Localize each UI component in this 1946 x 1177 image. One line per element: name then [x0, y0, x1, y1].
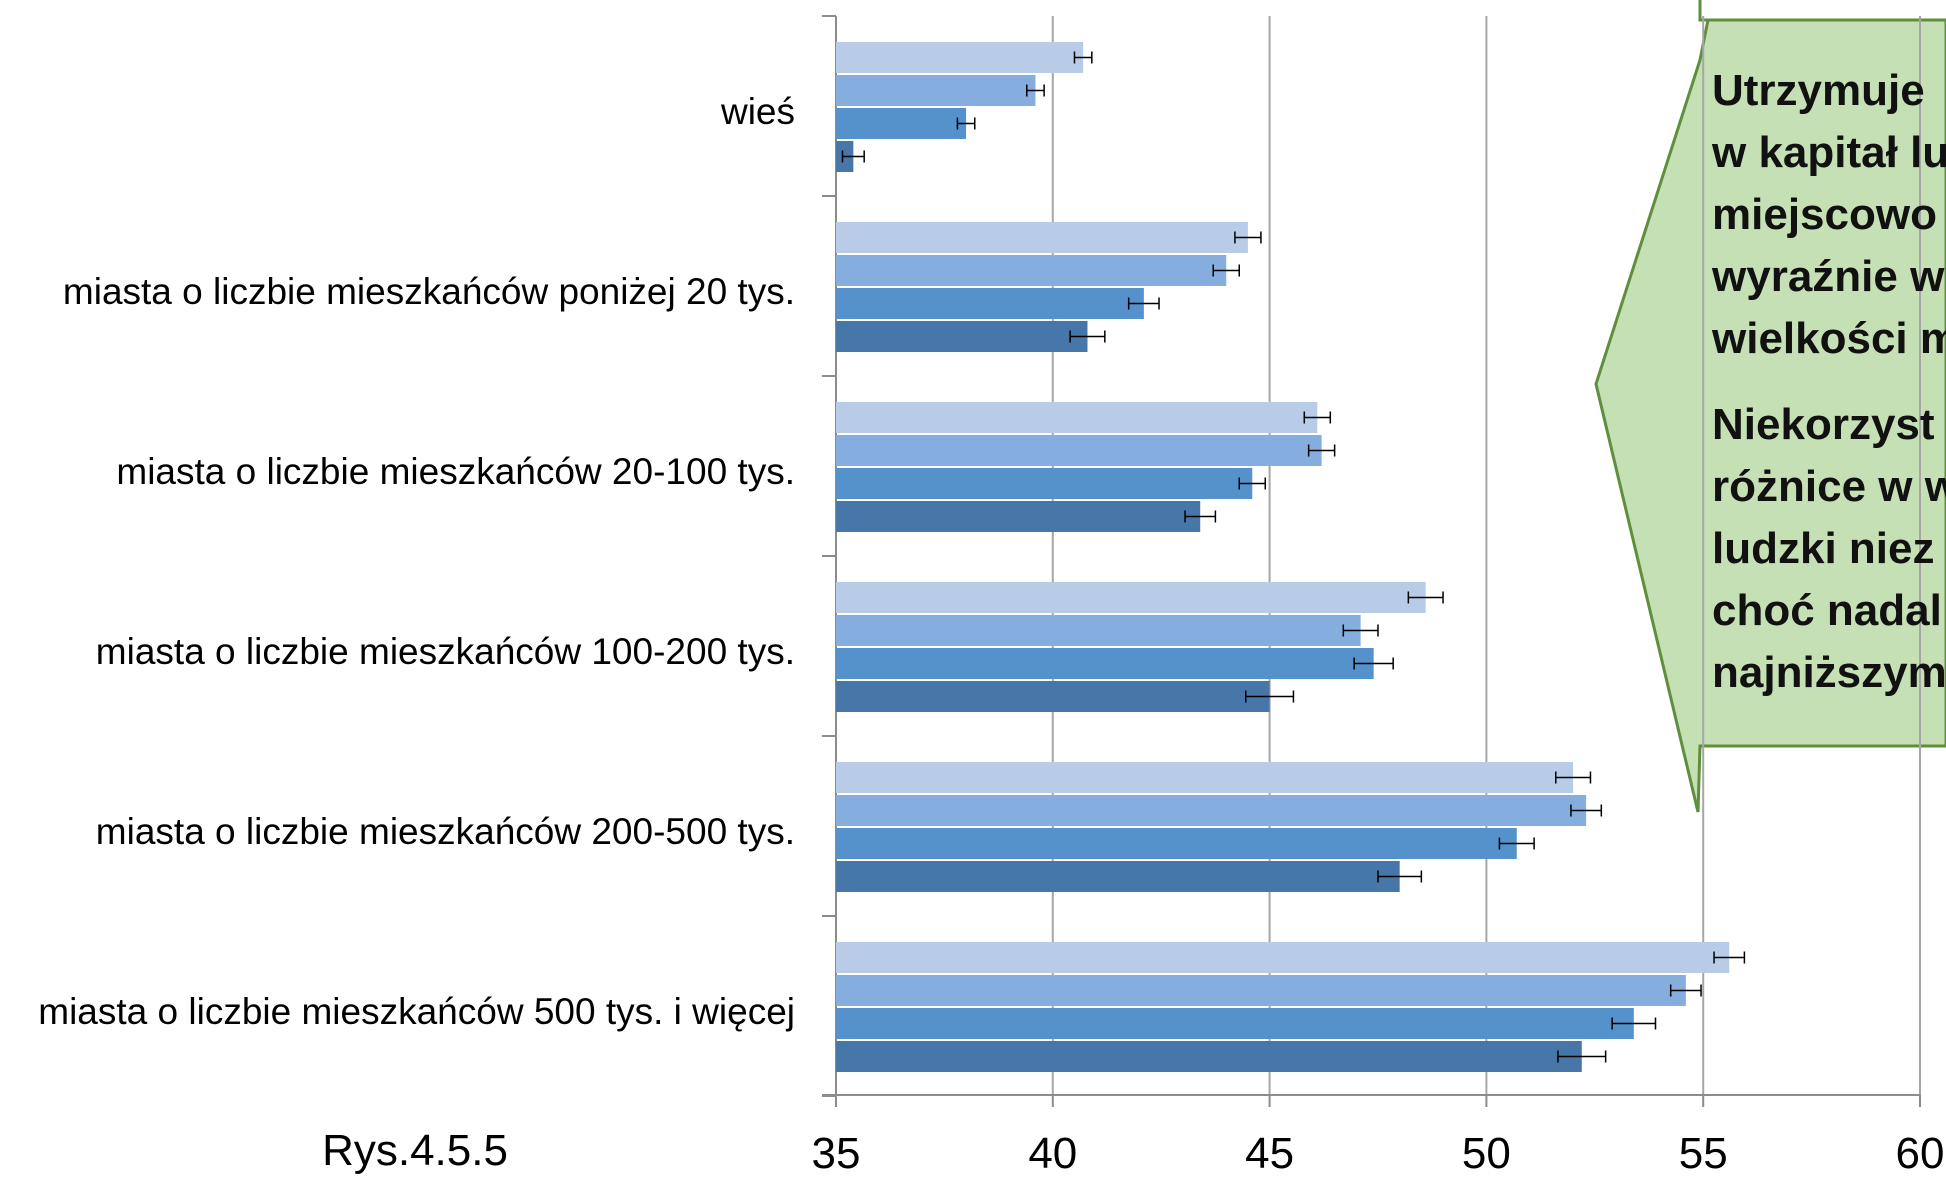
bar [836, 861, 1400, 892]
bar [836, 75, 1036, 106]
callout-line: Utrzymuje [1712, 66, 1925, 115]
callout-text: Utrzymuje w kapitał lu miejscowo wyraźni… [1712, 60, 1946, 728]
x-tick-label: 45 [1245, 1129, 1294, 1177]
bar [836, 321, 1088, 352]
callout-shape [1594, 0, 1946, 813]
bar [836, 108, 967, 139]
callout-line: Niekorzyst [1712, 400, 1935, 449]
callout-line: choć nadal [1712, 586, 1942, 635]
callout-paragraph-2: Niekorzyst różnice w w ludzki niez choć … [1712, 394, 1946, 704]
bar [836, 681, 1270, 712]
bar [836, 762, 1574, 793]
bar [836, 42, 1084, 73]
callout-line: miejscowo [1712, 190, 1937, 239]
category-label: miasta o liczbie mieszkańców 500 tys. i … [38, 991, 795, 1032]
bar [836, 828, 1517, 859]
bar [836, 942, 1730, 973]
bar [836, 501, 1201, 532]
bar [836, 402, 1318, 433]
category-label: miasta o liczbie mieszkańców 100-200 tys… [96, 631, 795, 672]
x-tick-label: 50 [1462, 1129, 1511, 1177]
bar [836, 288, 1144, 319]
bar [836, 222, 1248, 253]
category-label: wieś [720, 91, 795, 132]
callout-line: wielkości m [1712, 314, 1946, 363]
x-tick-label: 60 [1896, 1129, 1945, 1177]
x-tick-label: 35 [812, 1129, 861, 1177]
x-tick-label: 55 [1679, 1129, 1728, 1177]
callout-line: w kapitał lu [1712, 128, 1946, 177]
bar [836, 615, 1361, 646]
callout-line: różnice w w [1712, 462, 1946, 511]
bar [836, 648, 1374, 679]
bar [836, 1008, 1634, 1039]
category-label: miasta o liczbie mieszkańców poniżej 20 … [63, 271, 795, 312]
bar [836, 582, 1426, 613]
callout-top-box [1698, 0, 1946, 22]
callout-line: wyraźnie w [1712, 252, 1945, 301]
category-label: miasta o liczbie mieszkańców 20-100 tys. [116, 451, 795, 492]
bar [836, 1041, 1582, 1072]
x-tick-label: 40 [1028, 1129, 1077, 1177]
category-label: miasta o liczbie mieszkańców 200-500 tys… [96, 811, 795, 852]
figure-label: Rys.4.5.5 [322, 1126, 508, 1175]
callout-line: najniższym [1712, 648, 1946, 697]
callout-line: ludzki niez [1712, 524, 1935, 573]
callout-paragraph-1: Utrzymuje w kapitał lu miejscowo wyraźni… [1712, 60, 1946, 370]
bar [836, 255, 1227, 286]
bar [836, 795, 1587, 826]
bar [836, 468, 1253, 499]
bar [836, 435, 1322, 466]
bar [836, 975, 1686, 1006]
